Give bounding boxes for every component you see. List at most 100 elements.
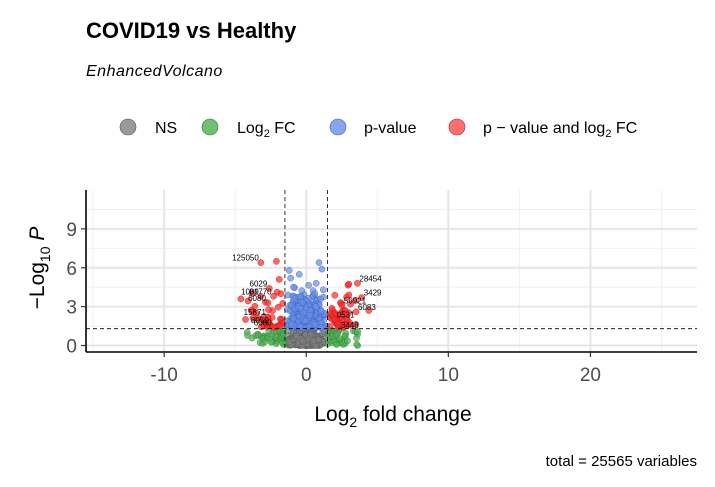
point-both	[247, 306, 255, 314]
y-tick-label: 0	[66, 337, 77, 358]
legend-label-ns: NS	[155, 120, 177, 137]
point-both	[273, 257, 280, 265]
y-tick-label: 3	[66, 298, 77, 319]
chart-caption: total = 25565 variables	[546, 453, 697, 470]
point-pvalue	[316, 324, 324, 331]
point-pvalue	[298, 299, 306, 306]
point-both	[338, 301, 346, 309]
point-both	[248, 290, 256, 298]
point-log2fc	[248, 334, 256, 342]
point-pvalue	[311, 321, 319, 328]
point-log2fc	[344, 337, 351, 345]
point-pvalue	[291, 294, 298, 302]
point-label: 6083	[358, 303, 376, 312]
x-axis-title: Log2 fold change	[314, 403, 471, 430]
point-both	[345, 280, 353, 288]
point-log2fc	[267, 338, 275, 346]
point-both	[352, 296, 359, 304]
point-both	[275, 276, 283, 283]
point-pvalue	[295, 271, 303, 278]
point-both	[354, 279, 361, 287]
point-pvalue	[317, 295, 324, 303]
point-both	[326, 323, 333, 330]
point-both	[345, 291, 353, 299]
point-pvalue	[311, 290, 319, 298]
legend-label-pvalue: p-value	[364, 120, 417, 137]
point-log2fc	[333, 341, 340, 348]
point-pvalue	[290, 283, 297, 291]
point-log2fc	[353, 334, 360, 342]
point-pvalue	[305, 281, 312, 289]
gridlines	[86, 190, 697, 352]
point-pvalue	[318, 265, 326, 273]
y-axis-title: −Log10 P	[26, 227, 53, 310]
point-label: 0531	[337, 311, 355, 320]
point-log2fc	[353, 341, 361, 348]
legend: NS Log2 FC p-value p − value and log2 FC	[119, 118, 637, 140]
point-label: 81770	[249, 287, 272, 296]
point-log2fc	[255, 331, 262, 339]
point-pvalue	[298, 287, 306, 295]
cutoff-lines	[86, 190, 697, 352]
axes: -10 0 10 20 0 3 6 9	[66, 190, 697, 386]
point-label: 1009	[241, 287, 259, 296]
plot-panel: 1250506029100981770608015871805060802845…	[66, 190, 697, 386]
point-both	[358, 294, 366, 301]
legend-label-both: p − value and log2 FC	[483, 120, 637, 140]
point-both	[244, 297, 252, 305]
legend-key-pvalue	[329, 118, 347, 136]
point-pvalue	[312, 279, 320, 287]
point-pvalue	[285, 267, 293, 274]
legend-key-log2fc	[201, 118, 219, 136]
point-pvalue	[319, 286, 327, 294]
point-both	[274, 303, 282, 311]
point-both	[279, 299, 287, 307]
point-both	[265, 306, 272, 314]
x-tick-label: 20	[580, 365, 601, 386]
point-pvalue	[315, 259, 323, 266]
point-both	[345, 309, 353, 317]
point-both	[264, 299, 272, 307]
point-both	[331, 316, 339, 323]
point-pvalue	[284, 291, 292, 299]
point-pvalue	[300, 309, 308, 317]
point-pvalue	[296, 293, 304, 301]
point-both	[257, 292, 265, 300]
chart-subtitle: EnhancedVolcano	[86, 63, 223, 80]
point-ns	[310, 337, 318, 344]
point-ns	[299, 337, 307, 345]
point-log2fc	[354, 328, 361, 335]
point-label: 6029	[250, 280, 268, 289]
point-both	[347, 300, 354, 308]
point-label: 56921	[344, 296, 367, 305]
point-both	[352, 321, 360, 328]
point-label: 6080	[248, 294, 266, 303]
point-both	[331, 309, 339, 317]
point-both	[257, 259, 265, 266]
point-pvalue	[296, 323, 304, 330]
point-both	[331, 291, 339, 299]
point-pvalue	[317, 308, 325, 315]
point-label: 15871	[244, 308, 267, 317]
point-labels: 1250506029100981770608015871805060802845…	[232, 254, 382, 330]
legend-label-log2fc: Log2 FC	[237, 120, 296, 140]
point-label: 6080	[254, 318, 272, 327]
point-both	[270, 292, 277, 300]
point-pvalue	[287, 274, 294, 282]
point-ns	[318, 330, 326, 338]
point-label: 125050	[232, 254, 259, 263]
x-tick-label: -10	[150, 365, 177, 386]
point-both	[264, 313, 272, 321]
point-log2fc	[268, 330, 276, 338]
legend-key-ns	[119, 118, 137, 136]
x-tick-label: 0	[301, 365, 312, 386]
point-pvalue	[312, 302, 320, 310]
point-both	[365, 307, 373, 314]
point-both	[265, 285, 273, 292]
point-both	[343, 321, 351, 329]
point-label: 28454	[359, 274, 382, 283]
y-tick-label: 6	[66, 259, 77, 280]
chart-title: COVID19 vs Healthy	[86, 18, 297, 43]
y-tick-label: 9	[66, 220, 77, 241]
